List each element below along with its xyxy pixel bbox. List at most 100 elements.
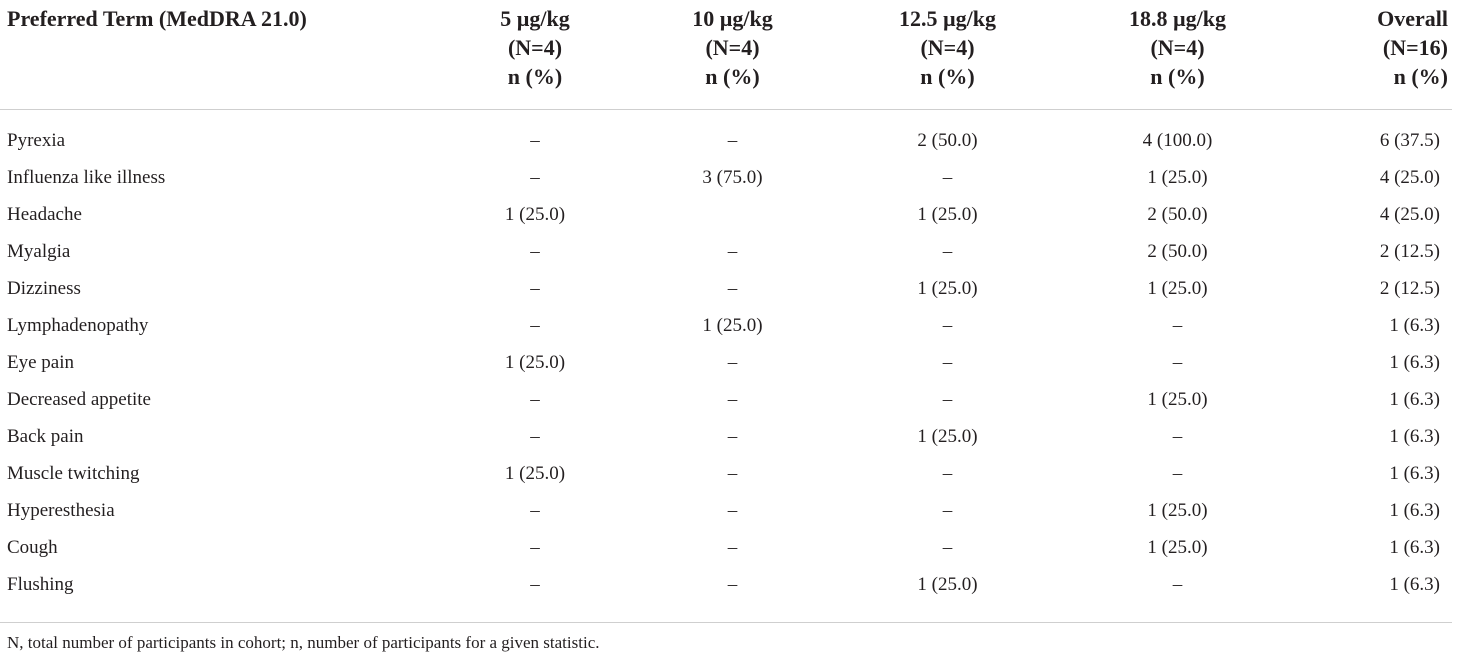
preferred-term-cell: Back pain [7,425,84,447]
preferred-term-cell: Eye pain [7,351,75,373]
table-row: Pyrexia – – 2 (50.0) 4 (100.0) 6 (37.5) [0,110,1452,160]
value-cell: – [530,129,540,151]
value-cell: – [727,462,738,484]
column-header-overall: Overall (N=16) n (%) [1295,0,1452,110]
value-cell: – [530,277,540,299]
table-footnote: N, total number of participants in cohor… [7,633,600,652]
value-cell: 1 (6.3) [1389,462,1440,484]
value-cell: – [727,536,738,558]
value-cell: 1 (25.0) [1147,536,1208,558]
value-cell: 1 (25.0) [917,277,978,299]
adverse-events-table: Preferred Term (MedDRA 21.0) 5 µg/kg (N=… [0,0,1452,614]
table-row: Myalgia – – – 2 (50.0) 2 (12.5) [0,233,1452,270]
value-cell: – [1172,573,1183,595]
value-cell: 2 (12.5) [1379,240,1440,262]
preferred-term-cell: Muscle twitching [7,462,140,484]
value-cell: – [942,388,953,410]
value-cell: – [727,277,738,299]
value-cell: – [727,240,738,262]
header-line: (N=4) [920,35,975,60]
preferred-term-cell: Flushing [7,573,74,595]
value-cell: – [727,351,738,373]
value-cell: 1 (25.0) [1147,388,1208,410]
value-cell: 1 (6.3) [1389,314,1440,336]
header-line: n (%) [507,64,563,89]
preferred-term-cell: Pyrexia [7,129,66,151]
value-cell: 1 (25.0) [1147,499,1208,521]
header-line: 18.8 µg/kg [1128,6,1227,31]
header-line: n (%) [1150,64,1205,89]
value-cell: – [530,314,540,336]
value-cell: – [942,462,953,484]
value-cell: – [530,573,540,595]
preferred-term-cell: Decreased appetite [7,388,151,410]
header-line: 10 µg/kg [692,6,773,31]
column-header-preferred-term: Preferred Term (MedDRA 21.0) [0,0,440,110]
value-cell: 1 (25.0) [1147,166,1208,188]
value-cell: 3 (75.0) [702,166,763,188]
value-cell: – [942,166,953,188]
value-cell: – [727,499,738,521]
adverse-events-table-container: Preferred Term (MedDRA 21.0) 5 µg/kg (N=… [0,0,1452,614]
value-cell: – [942,536,953,558]
column-header-18-8-ug-kg: 18.8 µg/kg (N=4) n (%) [1060,0,1295,110]
header-line: n (%) [705,64,760,89]
value-cell: 2 (50.0) [1147,240,1208,262]
value-cell: – [1172,462,1183,484]
table-row: Influenza like illness – 3 (75.0) – 1 (25.0)… [0,159,1452,196]
column-header-10-ug-kg: 10 µg/kg (N=4) n (%) [630,0,835,110]
value-cell: 6 (37.5) [1379,129,1440,151]
value-cell [630,196,835,233]
value-cell: 1 (25.0) [504,351,566,373]
preferred-term-cell: Headache [7,203,82,225]
value-cell: – [942,314,953,336]
table-row: Hyperesthesia – – – 1 (25.0) 1 (6.3) [0,492,1452,529]
value-cell: 1 (6.3) [1389,351,1440,373]
table-row: Headache 1 (25.0) 1 (25.0) 2 (50.0) 4 (25.0) [0,196,1452,233]
value-cell: – [1172,314,1183,336]
value-cell: – [1172,425,1183,447]
table-row: Cough – – – 1 (25.0) 1 (6.3) [0,529,1452,566]
table-body: Pyrexia – – 2 (50.0) 4 (100.0) 6 (37.5) Influe… [0,110,1452,614]
value-cell: – [530,166,540,188]
value-cell: – [727,388,738,410]
value-cell: 1 (25.0) [504,203,566,225]
preferred-term-cell: Dizziness [7,277,81,299]
preferred-term-cell: Influenza like illness [7,166,166,188]
value-cell: 1 (6.3) [1389,573,1440,595]
value-cell: – [727,425,738,447]
value-cell: 4 (100.0) [1142,129,1213,151]
value-cell: 1 (25.0) [917,203,978,225]
header-line: (N=4) [1150,35,1205,60]
value-cell: – [530,388,540,410]
value-cell: 4 (25.0) [1379,203,1440,225]
preferred-term-cell: Cough [7,536,58,558]
value-cell: 4 (25.0) [1379,166,1440,188]
header-line: Overall [1377,6,1448,31]
column-header-5-ug-kg: 5 µg/kg (N=4) n (%) [440,0,630,110]
value-cell: – [1172,351,1183,373]
table-row: Dizziness – – 1 (25.0) 1 (25.0) 2 (12.5) [0,270,1452,307]
table-row: Flushing – – 1 (25.0) – 1 (6.3) [0,566,1452,613]
header-line: 12.5 µg/kg [898,6,997,31]
header-row: Preferred Term (MedDRA 21.0) 5 µg/kg (N=… [0,0,1452,110]
value-cell: – [727,573,738,595]
table-row: Muscle twitching 1 (25.0) – – – 1 (6.3) [0,455,1452,492]
value-cell: – [942,351,953,373]
preferred-term-cell: Hyperesthesia [7,499,115,521]
value-cell: – [942,240,953,262]
header-line: Preferred Term (MedDRA 21.0) [7,6,307,31]
header-line: n (%) [920,64,975,89]
preferred-term-cell: Myalgia [7,240,71,262]
table-row: Decreased appetite – – – 1 (25.0) 1 (6.3) [0,381,1452,418]
value-cell: – [942,499,953,521]
value-cell: 1 (25.0) [702,314,763,336]
table-row: Lymphadenopathy – 1 (25.0) – – 1 (6.3) [0,307,1452,344]
header-line: (N=4) [705,35,760,60]
value-cell: 2 (12.5) [1379,277,1440,299]
header-line: (N=16) [1382,35,1448,60]
value-cell: 2 (50.0) [917,129,978,151]
header-line: 5 µg/kg [500,6,570,31]
value-cell: 1 (6.3) [1389,536,1440,558]
value-cell: – [530,536,540,558]
